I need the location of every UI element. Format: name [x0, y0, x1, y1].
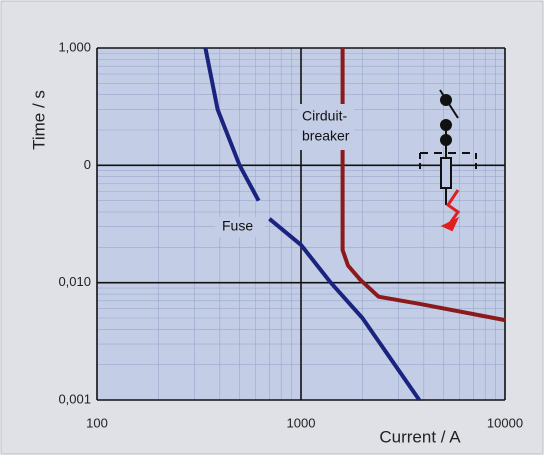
circuit-icon — [419, 89, 477, 232]
y-tick-label: 1,000 — [58, 39, 91, 54]
y-tick-label: 0,010 — [58, 274, 91, 289]
x-tick-label: 100 — [86, 415, 108, 430]
label-bg — [215, 217, 265, 237]
series-label: breaker — [302, 128, 350, 144]
y-tick-label: 0,001 — [58, 391, 91, 406]
series-label: Fuse — [222, 218, 253, 234]
x-tick-label: 10000 — [487, 415, 523, 430]
x-axis-title: Current / A — [379, 427, 461, 446]
y-tick-label: 0 — [84, 157, 91, 172]
x-tick-label: 1000 — [287, 415, 316, 430]
series-line — [203, 47, 421, 402]
label-bg — [298, 104, 354, 150]
grid — [96, 47, 506, 401]
lines — [203, 47, 506, 402]
series-line — [340, 48, 506, 323]
y-axis-title: Time / s — [29, 90, 48, 150]
series-label: Cirduit- — [302, 108, 347, 124]
